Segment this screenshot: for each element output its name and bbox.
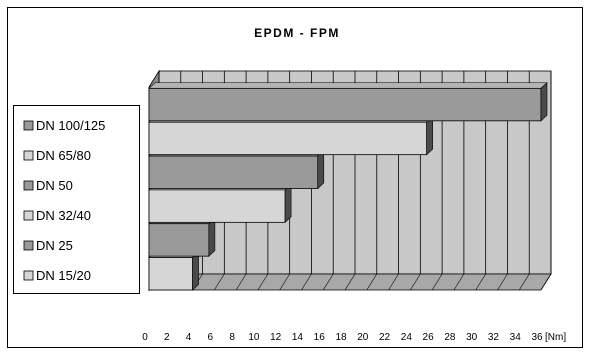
x-tick-label: 34: [510, 332, 522, 343]
x-tick-label: 22: [379, 332, 391, 343]
bar-side: [426, 115, 433, 156]
legend-label: DN 25: [36, 238, 73, 253]
x-tick-label: 26: [423, 332, 435, 343]
legend-swatch: [23, 120, 34, 131]
floor-gridline: [214, 273, 225, 291]
x-tick-label: 2: [164, 332, 170, 343]
bar-top: [148, 82, 548, 89]
x-tick-label: 6: [208, 332, 214, 343]
x-tick-label: 8: [229, 332, 235, 343]
floor-gridline: [257, 273, 269, 291]
legend-box: [13, 105, 140, 294]
floor-gridline: [518, 273, 530, 291]
floor-gridline: [497, 273, 508, 291]
floor-gridline: [475, 273, 486, 291]
legend: DN 100/125 DN 65/80 DN 50 DN 32/40 DN 25 DN 1…: [13, 105, 140, 294]
floor-gridline: [431, 273, 443, 291]
bar: [148, 189, 286, 223]
legend-swatch: [23, 150, 34, 161]
x-tick-label: 36: [531, 332, 543, 343]
x-tick-label: 12: [270, 332, 282, 343]
bar: [148, 87, 542, 122]
legend-swatch: [23, 180, 34, 191]
floor-gridline: [453, 273, 465, 291]
x-tick-label: 18: [335, 332, 347, 343]
bar: [148, 155, 319, 189]
bar: [148, 257, 193, 291]
legend-swatch: [23, 240, 34, 251]
floor-gridline: [344, 273, 356, 291]
bar-side: [192, 251, 199, 291]
x-unit-label: [Nm]: [545, 332, 566, 343]
legend-swatch: [23, 210, 34, 221]
x-axis: 0 2 4 6 8 10 12 14 16 18 20 22 24 26 28 30 32 34 36 [Nm]: [142, 332, 566, 343]
bars: [148, 82, 548, 291]
x-tick-label: 24: [401, 332, 413, 343]
x-tick-label: 4: [186, 332, 192, 343]
legend-label: DN 100/125: [36, 118, 105, 133]
x-tick-label: 0: [142, 332, 148, 343]
x-tick-label: 10: [248, 332, 260, 343]
bar-side: [284, 183, 292, 224]
floor-gridline: [540, 273, 552, 291]
x-tick-label: 32: [488, 332, 500, 343]
bar-side: [540, 82, 548, 122]
chart-title: EPDM - FPM: [254, 26, 340, 40]
floor-gridline: [366, 273, 378, 291]
x-tick-label: 20: [357, 332, 369, 343]
floor-gridline: [235, 273, 247, 291]
bar: [148, 223, 210, 257]
legend-label: DN 15/20: [36, 268, 91, 283]
floor-gridline: [388, 273, 399, 291]
bar: [148, 121, 428, 156]
legend-label: DN 65/80: [36, 148, 91, 163]
floor-gridline: [410, 273, 421, 291]
x-tick-label: 14: [292, 332, 304, 343]
floor-gridline: [301, 273, 312, 291]
legend-swatch: [23, 270, 34, 281]
floor-gridline: [322, 273, 334, 291]
bar-side: [208, 217, 216, 257]
legend-label: DN 32/40: [36, 208, 91, 223]
x-tick-label: 16: [314, 332, 326, 343]
bar-side: [317, 149, 325, 190]
x-tick-label: 30: [466, 332, 478, 343]
floor-gridline: [279, 273, 290, 291]
legend-label: DN 50: [36, 178, 73, 193]
x-tick-label: 28: [444, 332, 456, 343]
